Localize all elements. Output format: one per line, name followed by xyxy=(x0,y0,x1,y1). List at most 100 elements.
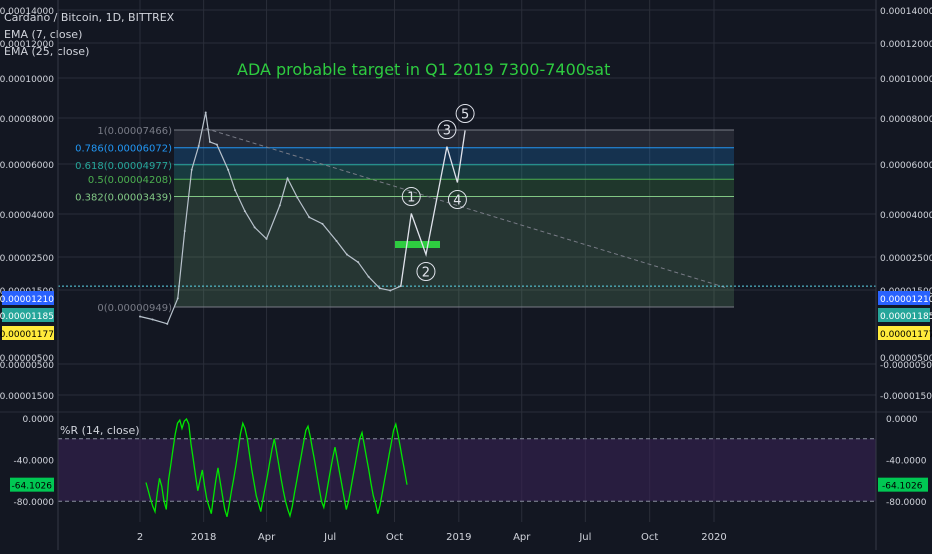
wr-tick-right: -80.0000 xyxy=(886,498,927,508)
price-tick-left: 0.00006000 xyxy=(0,161,54,171)
fib-zone xyxy=(174,147,734,165)
wr-tick-right: -40.0000 xyxy=(886,457,927,467)
price-point xyxy=(176,297,179,300)
price-point xyxy=(367,275,370,278)
price-point xyxy=(389,289,392,292)
fib-zone xyxy=(174,130,734,148)
price-point xyxy=(321,222,324,225)
wr-value-bg-right xyxy=(878,477,928,492)
price-tick-left: 0.00004000 xyxy=(0,211,54,221)
price-point xyxy=(378,287,381,290)
time-tick-label: Oct xyxy=(386,532,403,543)
price-point xyxy=(234,189,237,192)
fib-level-label: 0.618(0.00004977) xyxy=(75,161,172,172)
price-point xyxy=(265,237,268,240)
price-tick-left: 0.00008000 xyxy=(0,115,54,125)
price-axis[interactable]: 0.00014000 0.00014000 0.00012000 0.00012000… xyxy=(0,7,932,402)
wr-line xyxy=(145,417,408,519)
projection-line xyxy=(400,130,466,287)
price-point xyxy=(227,168,230,171)
price-point xyxy=(183,230,186,233)
price-tick-right: -0.00001500 xyxy=(880,392,932,402)
wr-band xyxy=(58,438,876,502)
price-label-bg-left xyxy=(2,308,54,322)
price-point xyxy=(345,253,348,256)
price-tick-right: 0.00014000 xyxy=(880,7,932,17)
trend-line xyxy=(205,127,729,289)
price-label-left: 0.00001185 xyxy=(0,312,54,322)
wr-tick-left: -40.0000 xyxy=(14,457,55,467)
price-point xyxy=(139,315,141,318)
price-point xyxy=(308,216,311,219)
price-tick-right: 0.00012000 xyxy=(880,40,932,50)
fib-level-label: 0.382(0.00003439) xyxy=(75,193,172,204)
time-tick-label: Jul xyxy=(578,532,591,543)
price-label-bg-right xyxy=(878,291,930,305)
time-tick-label: 2 xyxy=(137,532,143,543)
wr-title: %R (14, close) xyxy=(60,424,140,437)
price-tick-right: 0.00008000 xyxy=(880,115,932,125)
fib-level-label: 0.786(0.00006072) xyxy=(75,144,172,155)
price-label-bg-right xyxy=(878,308,930,322)
wave-label-circle xyxy=(447,189,467,209)
wr-series xyxy=(145,417,408,519)
wr-tick-right: 0.0000 xyxy=(886,415,918,425)
wr-value-left: -64.1026 xyxy=(12,482,53,492)
fib-level-label: 0(0.00000949) xyxy=(97,303,172,314)
wave-label: 3 xyxy=(443,124,451,139)
wave-label-circle xyxy=(455,104,475,124)
wr-level-lines xyxy=(58,438,876,502)
wave-label: 1 xyxy=(407,191,415,206)
wr-value-bg-left xyxy=(10,477,54,492)
price-label-right: 0.00001210 xyxy=(880,295,932,305)
price-point xyxy=(286,177,289,180)
price-tick-right: 0.00000500 xyxy=(880,354,932,364)
wr-axis[interactable]: 0.0000 0.0000 -40.0000 -40.0000 -80.0000 -80.… xyxy=(10,415,928,508)
wave-label-circle xyxy=(437,120,457,140)
price-point xyxy=(166,322,169,325)
price-tick-left: -0.00001500 xyxy=(0,392,54,402)
time-tick-label: Apr xyxy=(258,532,276,543)
price-label-bg-left xyxy=(2,291,54,305)
price-label-left: 0.00001177 xyxy=(0,330,54,340)
indicator-ema7: EMA (7, close) xyxy=(4,28,82,41)
price-label-right: 0.00001177 xyxy=(880,330,932,340)
target-zone-marker xyxy=(395,241,440,248)
indicator-ema25: EMA (25, close) xyxy=(4,45,89,58)
time-tick-label: Oct xyxy=(641,532,658,543)
price-point xyxy=(215,143,218,146)
fib-zone xyxy=(174,196,734,307)
time-tick-label: Apr xyxy=(513,532,531,543)
price-point xyxy=(296,196,299,199)
price-point xyxy=(357,261,360,264)
price-point xyxy=(253,226,256,229)
time-tick-label: 2020 xyxy=(701,532,726,543)
wr-tick-left: -80.0000 xyxy=(14,498,55,508)
price-label-right: 0.00001185 xyxy=(880,312,932,322)
fib-zone xyxy=(174,179,734,197)
price-point xyxy=(278,204,281,207)
price-tick-right: 0.00006000 xyxy=(880,161,932,171)
price-tick-right: 0.00002500 xyxy=(880,254,932,264)
price-point xyxy=(197,144,200,147)
annotation-text: ADA probable target in Q1 2019 7300-7400… xyxy=(237,60,610,79)
wave-label-circle xyxy=(416,261,436,281)
wave-label-circle xyxy=(401,187,421,207)
fib-level-label: 0.5(0.00004208) xyxy=(88,175,172,186)
price-label-bg-left xyxy=(2,326,54,340)
price-label-left: 0.00001210 xyxy=(0,295,54,305)
price-tick-right: -0.00000500 xyxy=(880,361,932,371)
time-axis[interactable]: 2 2018 Apr Jul Oct 2019 Apr Jul Oct 2020 xyxy=(137,532,727,543)
price-tick-left: 0.00010000 xyxy=(0,75,54,85)
price-point xyxy=(151,318,154,321)
price-tick-right: 0.00010000 xyxy=(880,75,932,85)
price-tick-left: 0.00002500 xyxy=(0,254,54,264)
time-tick-label: Jul xyxy=(323,532,336,543)
fibonacci-retracement: 1(0.00007466) 0.786(0.00006072) 0.618(0.00… xyxy=(75,126,734,314)
time-tick-label: 2019 xyxy=(446,532,471,543)
price-tick-left: -0.00000500 xyxy=(0,361,54,371)
price-series xyxy=(139,111,402,325)
wave-label: 5 xyxy=(461,108,469,123)
